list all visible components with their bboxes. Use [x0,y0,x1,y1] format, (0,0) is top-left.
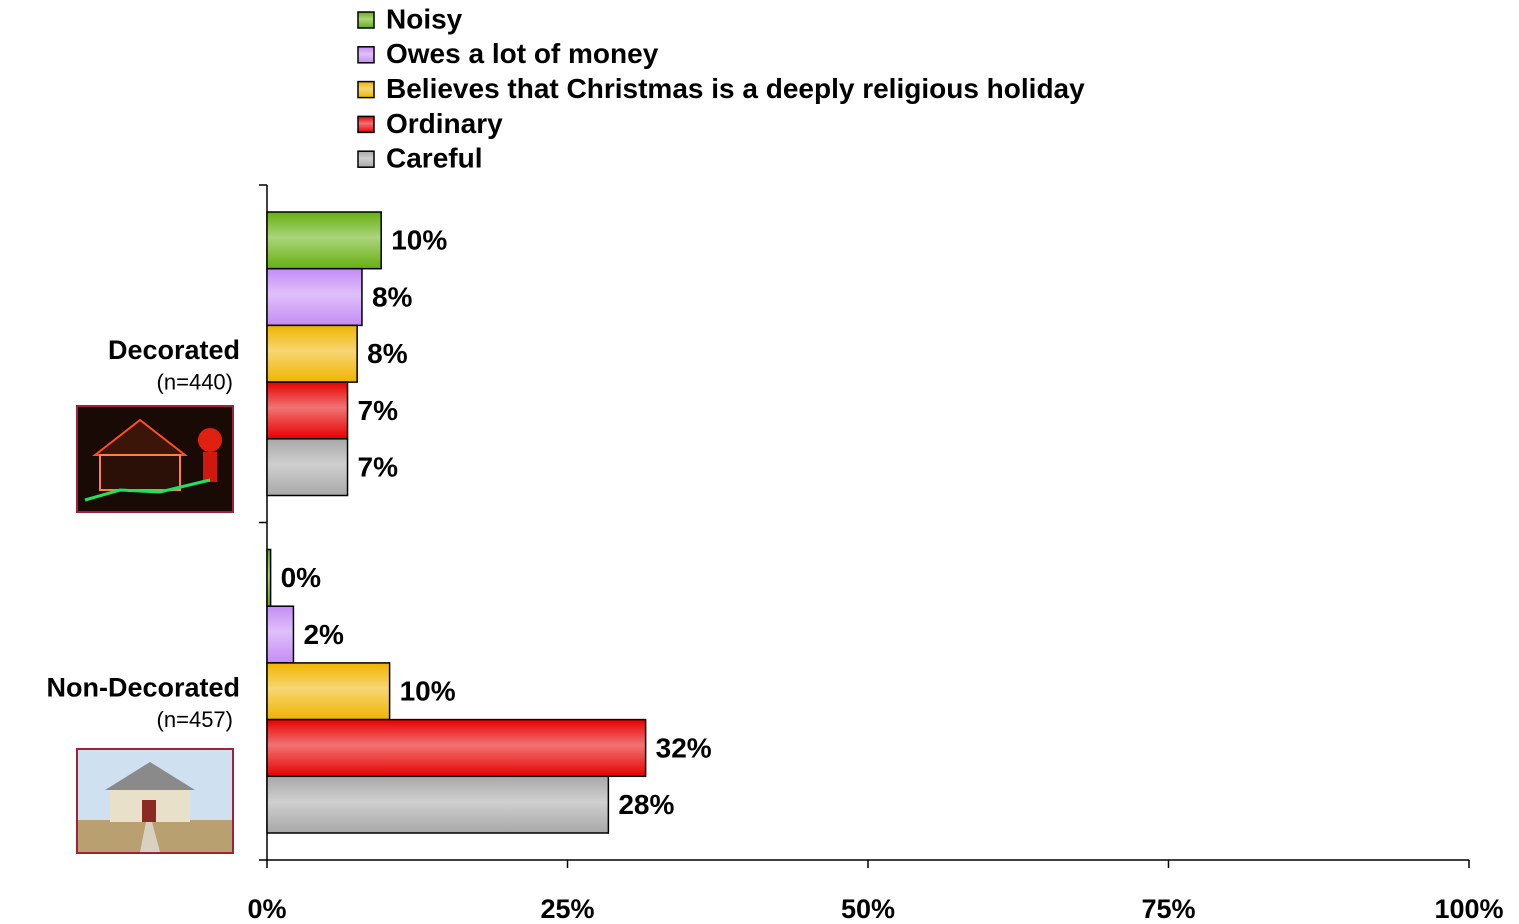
value-label: 10% [391,225,447,256]
legend-swatch [357,46,375,64]
value-label: 32% [656,732,712,763]
legend-swatch [357,150,375,168]
legend-label: Ordinary [386,108,503,139]
bar [266,718,647,778]
bar [266,548,272,607]
category-label: Decorated [108,335,240,365]
x-tick-label: 50% [841,894,895,924]
x-tick-label: 0% [247,894,286,924]
legend-swatch [357,115,375,134]
bar [266,605,295,664]
legend-label: Believes that Christmas is a deeply reli… [386,73,1085,104]
bar [266,662,391,721]
value-label: 8% [372,281,413,312]
value-label: 7% [358,452,399,483]
value-label: 8% [367,338,408,369]
value-label: 0% [281,562,322,593]
category-note: (n=440) [157,370,233,395]
legend-swatch [357,80,375,99]
photo-decorated [76,405,234,513]
legend-label: Owes a lot of money [386,38,659,69]
bar [266,211,382,270]
value-label: 2% [303,619,344,650]
bar [266,381,349,440]
photo-non-decorated [76,748,234,854]
legend-label: Noisy [386,3,463,34]
category-label: Non-Decorated [46,672,240,702]
category-note: (n=457) [157,707,233,732]
x-tick-label: 100% [1434,894,1503,924]
value-label: 10% [400,676,456,707]
value-label: 7% [358,395,399,426]
legend-swatch [357,11,375,29]
bar [266,267,363,327]
legend-label: Careful [386,143,482,174]
x-tick-label: 75% [1141,894,1195,924]
bar [266,438,349,497]
x-tick-label: 25% [540,894,594,924]
bar [266,775,610,834]
bar [266,324,358,383]
value-label: 28% [618,789,674,820]
